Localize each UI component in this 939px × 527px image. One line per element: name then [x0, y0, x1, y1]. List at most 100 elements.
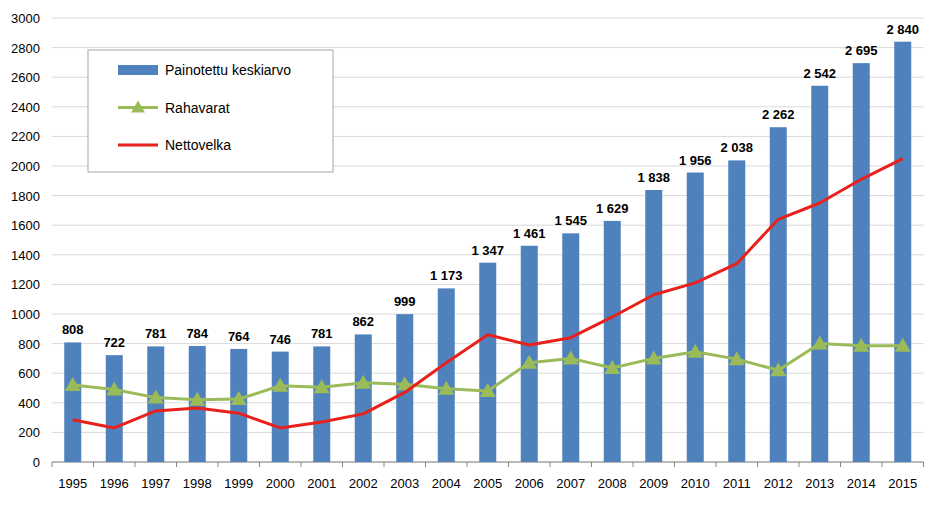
- bar: [106, 355, 123, 462]
- x-tick: [467, 462, 468, 467]
- legend-label: Painotettu keskiarvo: [165, 62, 291, 78]
- x-tick: [259, 462, 260, 467]
- grid-line: [52, 225, 924, 226]
- x-tick-label: 2009: [639, 476, 668, 491]
- data-label: 722: [103, 335, 125, 350]
- line: [73, 159, 903, 428]
- data-label: 862: [352, 314, 374, 329]
- legend-swatch: [118, 65, 158, 75]
- x-tick: [674, 462, 675, 467]
- data-label: 781: [311, 326, 333, 341]
- data-label: 1 347: [471, 243, 504, 258]
- legend-swatch: [118, 144, 158, 147]
- x-tick-label: 2007: [556, 476, 585, 491]
- marker: [480, 383, 496, 397]
- y-tick-label: 1400: [11, 248, 40, 263]
- y-tick-label: 3000: [11, 11, 40, 26]
- grid-line: [52, 18, 924, 19]
- marker: [853, 338, 869, 352]
- marker: [272, 378, 288, 392]
- marker: [65, 377, 81, 391]
- bar: [313, 346, 330, 462]
- legend-label: Nettovelka: [165, 137, 231, 153]
- data-label: 2 695: [845, 43, 878, 58]
- x-tick: [425, 462, 426, 467]
- bar: [645, 190, 662, 462]
- x-tick-label: 1995: [58, 476, 87, 491]
- x-tick: [633, 462, 634, 467]
- chart: 0200400600800100012001400160018002000220…: [0, 0, 939, 527]
- y-tick-label: 1600: [11, 218, 40, 233]
- marker: [106, 381, 122, 395]
- x-tick-label: 2005: [473, 476, 502, 491]
- bar: [770, 127, 787, 462]
- marker: [563, 350, 579, 364]
- bar: [811, 86, 828, 462]
- data-label: 1 629: [596, 201, 629, 216]
- x-tick: [176, 462, 177, 467]
- data-label: 746: [269, 332, 291, 347]
- bar: [521, 246, 538, 462]
- x-tick: [923, 462, 924, 467]
- x-tick-label: 2011: [723, 476, 751, 491]
- x-tick: [882, 462, 883, 467]
- x-tick-label: 2013: [805, 476, 834, 491]
- y-tick-label: 2000: [11, 159, 40, 174]
- bar: [894, 42, 911, 462]
- x-tick-label: 2014: [847, 476, 876, 491]
- y-tick-label: 1200: [11, 277, 40, 292]
- bar: [64, 342, 81, 462]
- data-label: 1 173: [430, 268, 463, 283]
- data-labels: 8087227817847647467818629991 1731 3471 4…: [62, 22, 919, 350]
- y-tick-label: 2400: [11, 100, 40, 115]
- x-tick-label: 2008: [598, 476, 627, 491]
- x-tick-label: 2015: [888, 476, 917, 491]
- data-label: 784: [186, 326, 208, 341]
- legend-marker: [131, 101, 145, 113]
- marker: [729, 351, 745, 365]
- x-tick-label: 1996: [100, 476, 129, 491]
- legend-box: [88, 50, 333, 172]
- x-tick: [550, 462, 551, 467]
- bar: [189, 346, 206, 462]
- x-tick-label: 2004: [432, 476, 461, 491]
- data-label: 2 840: [886, 22, 919, 37]
- bar: [147, 346, 164, 462]
- legend: Painotettu keskiarvo Rahavarat Nettovelka: [88, 50, 333, 172]
- bar: [604, 221, 621, 462]
- x-tick-label: 2006: [515, 476, 544, 491]
- marker: [355, 375, 371, 389]
- bar: [438, 288, 455, 462]
- y-tick-label: 200: [18, 425, 40, 440]
- marker: [687, 344, 703, 358]
- x-tick-label: 1997: [141, 476, 170, 491]
- bar: [687, 173, 704, 462]
- y-tick-label: 1000: [11, 307, 40, 322]
- data-label: 781: [145, 326, 167, 341]
- data-label: 1 956: [679, 153, 712, 168]
- data-label: 1 545: [554, 213, 587, 228]
- bar: [728, 160, 745, 462]
- bar: [230, 349, 247, 462]
- data-label: 2 262: [762, 107, 795, 122]
- bar: [355, 334, 372, 462]
- x-tick: [52, 462, 53, 467]
- marker: [604, 360, 620, 374]
- x-tick-label: 2012: [764, 476, 793, 491]
- y-tick-label: 1800: [11, 189, 40, 204]
- x-tick: [93, 462, 94, 467]
- x-tick: [591, 462, 592, 467]
- y-tick-label: 2800: [11, 41, 40, 56]
- bar: [562, 233, 579, 462]
- data-label: 2 542: [803, 66, 836, 81]
- x-tick: [384, 462, 385, 467]
- x-tick: [342, 462, 343, 467]
- x-tick-label: 2001: [307, 476, 336, 491]
- x-tick-label: 2003: [390, 476, 419, 491]
- x-tick: [508, 462, 509, 467]
- marker: [148, 390, 164, 404]
- y-tick-label: 400: [18, 396, 40, 411]
- legend-label: Rahavarat: [165, 100, 230, 116]
- marker: [521, 355, 537, 369]
- x-tick: [799, 462, 800, 467]
